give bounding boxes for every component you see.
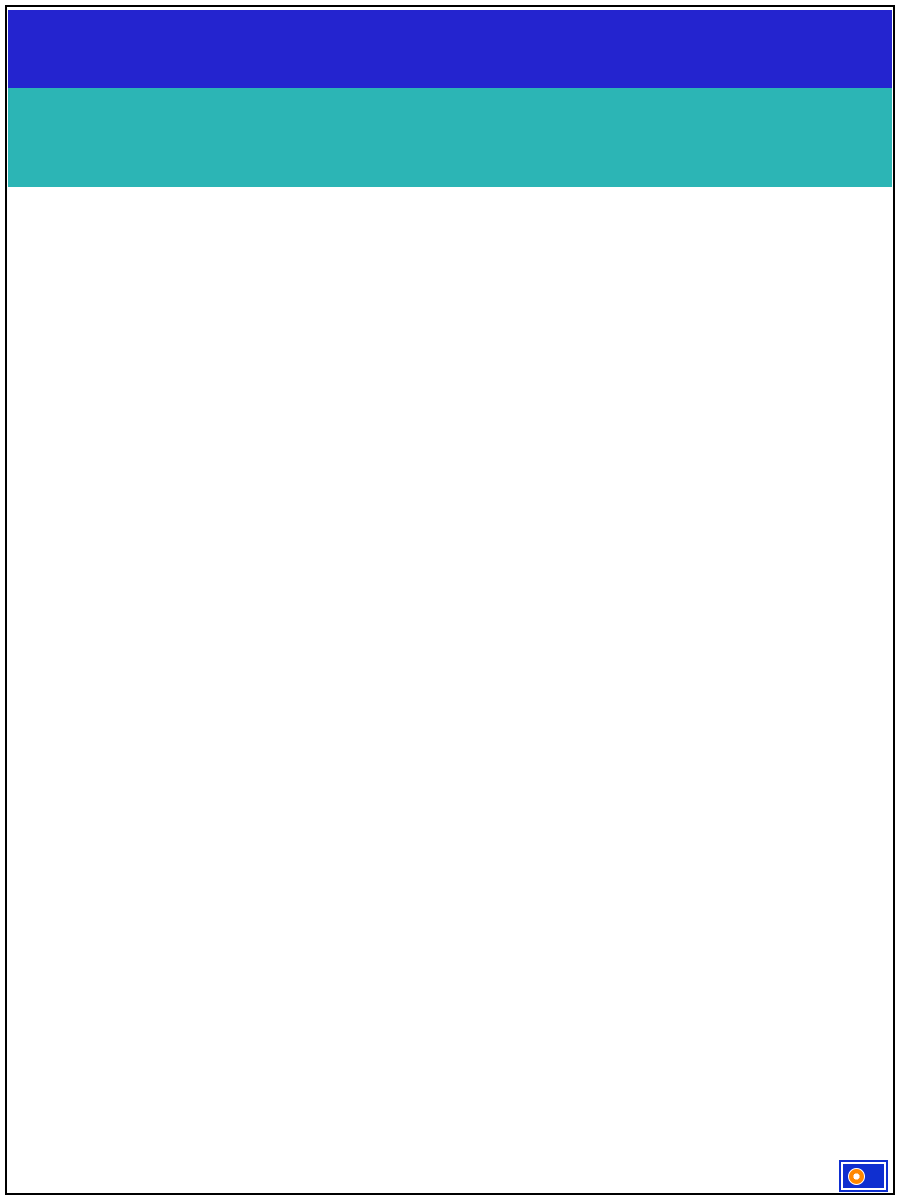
weaclim-logo-icon: [848, 1167, 865, 1185]
summary-table: [8, 88, 892, 187]
weaclim-logo[interactable]: [839, 1160, 888, 1192]
header: [8, 10, 892, 88]
